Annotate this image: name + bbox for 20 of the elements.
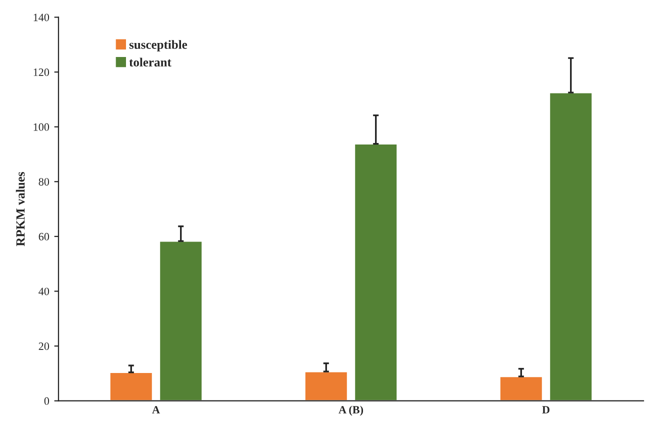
bar bbox=[158, 240, 204, 401]
bar bbox=[548, 92, 594, 401]
y-axis-title: RPKM values bbox=[16, 172, 25, 246]
y-tick-label: 80 bbox=[38, 178, 50, 186]
legend-label: tolerant bbox=[129, 58, 172, 67]
bar bbox=[354, 143, 398, 401]
bar bbox=[498, 376, 544, 401]
y-tick-label: 60 bbox=[38, 232, 50, 240]
bar bbox=[108, 372, 154, 401]
x-tick-label: A (B) bbox=[338, 406, 364, 416]
x-tick-label: D bbox=[542, 406, 550, 414]
y-tick-label: 140 bbox=[34, 14, 50, 22]
y-tick-label: 120 bbox=[34, 68, 50, 76]
y-tick-label: 0 bbox=[44, 397, 50, 405]
y-tick-label: 100 bbox=[34, 123, 50, 131]
bar bbox=[304, 370, 348, 401]
x-tick-label: A bbox=[152, 406, 160, 414]
legend-label: susceptible bbox=[129, 40, 188, 52]
y-tick-label: 20 bbox=[38, 342, 50, 350]
y-tick-label: 40 bbox=[38, 288, 50, 296]
